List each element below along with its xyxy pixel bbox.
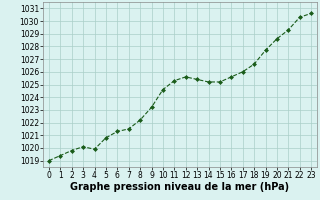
X-axis label: Graphe pression niveau de la mer (hPa): Graphe pression niveau de la mer (hPa) (70, 182, 290, 192)
